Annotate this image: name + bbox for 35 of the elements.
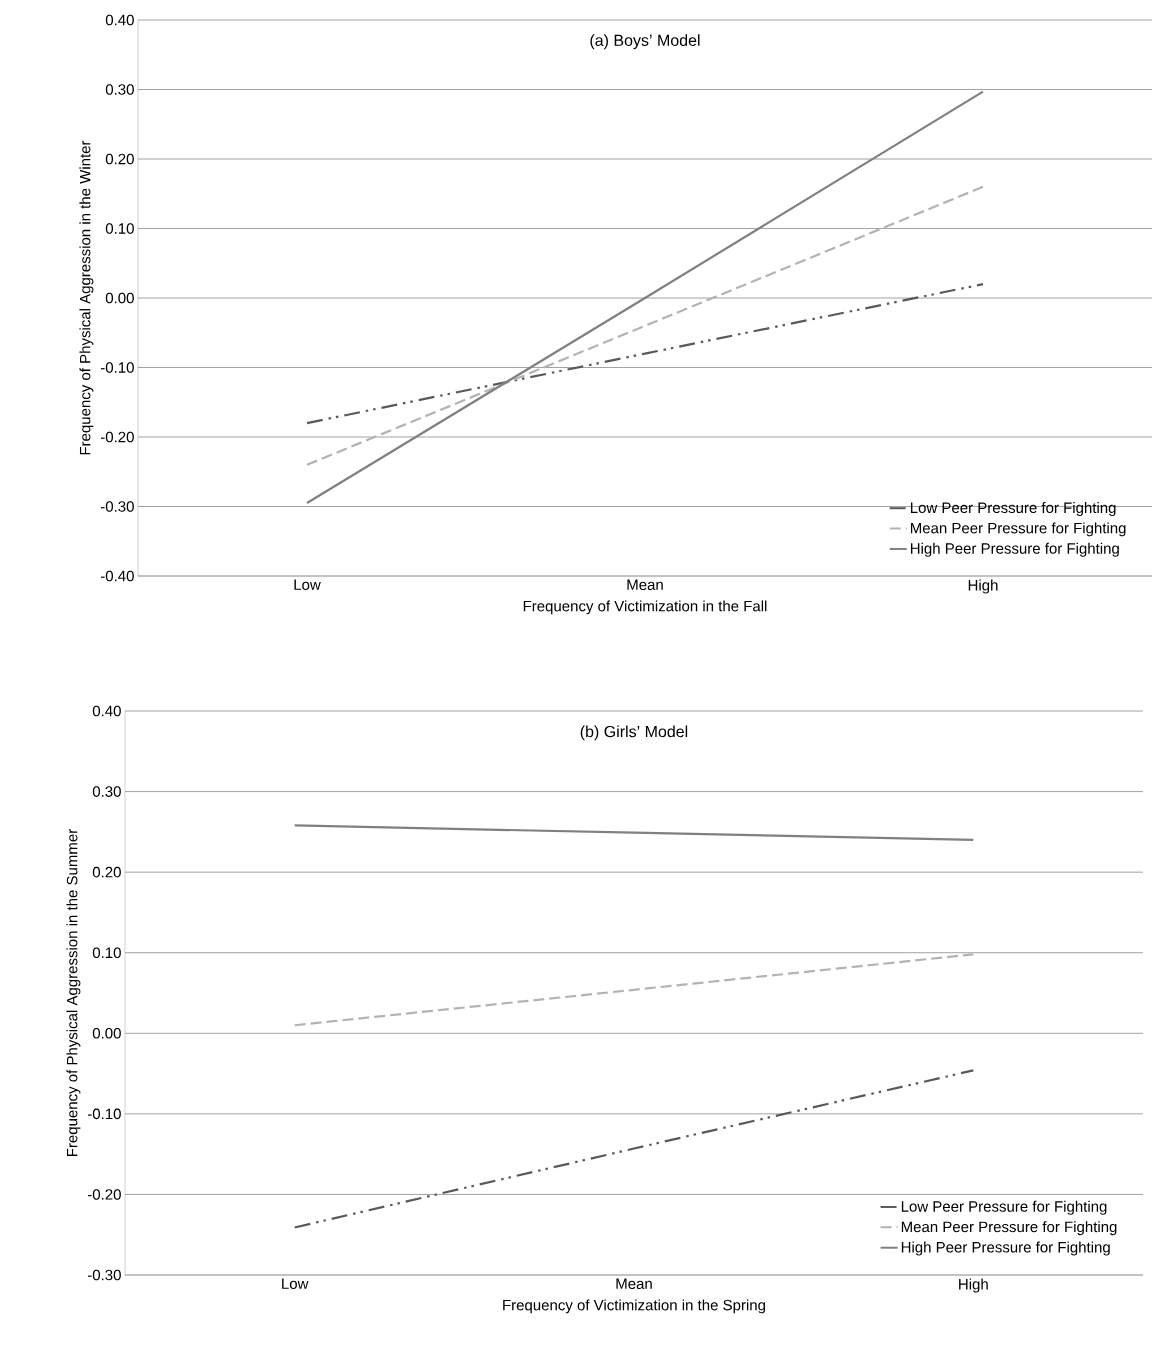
y-tick-label: -0.20 [87, 1189, 121, 1200]
y-tick-label: -0.10 [87, 1108, 121, 1120]
y-tick-label: -0.20 [100, 431, 134, 443]
y-tick-label: 0.40 [105, 14, 134, 26]
y-tick-label: 0.20 [105, 153, 134, 165]
x-tick-label: Low [282, 1278, 309, 1290]
y-tick-label: 0.10 [92, 947, 121, 959]
y-tick-label: 0.00 [92, 1027, 121, 1039]
y-tick-label: 0.20 [92, 866, 121, 878]
x-tick-label: High [959, 1278, 988, 1293]
x-tick-label: Mean [627, 579, 663, 591]
legend-label: Mean Peer Pressure for Fighting [901, 1221, 1117, 1236]
y-tick-label: -0.40 [100, 570, 134, 582]
y-tick-label: 0.40 [92, 705, 121, 717]
legend-label: Mean Peer Pressure for Fighting [910, 522, 1126, 537]
x-axis-title: Frequency of Victimization in the Spring [503, 1299, 765, 1314]
text: (a) Boys’ Model [590, 34, 700, 50]
legend-label: High Peer Pressure for Fighting [910, 542, 1119, 557]
y-tick-label: -0.30 [87, 1269, 121, 1281]
y-tick-label: 0.30 [92, 786, 121, 797]
x-axis-title: Frequency of Victimization in the Fall [523, 600, 767, 615]
y-tick-label: 0.30 [105, 84, 134, 95]
y-tick-label: 0.00 [105, 292, 134, 304]
legend-label: Low Peer Pressure for Fighting [901, 1200, 1107, 1215]
y-tick-label: -0.10 [100, 362, 134, 373]
x-tick-label: Low [294, 579, 321, 591]
x-tick-label: High [968, 579, 998, 594]
legend-label: Low Peer Pressure for Fighting [910, 502, 1116, 516]
x-tick-label: Mean [616, 1278, 652, 1290]
legend-label: High Peer Pressure for Fighting [901, 1241, 1110, 1256]
text: (b) Girls’ Model [580, 725, 688, 741]
y-tick-label: 0.10 [105, 223, 134, 234]
y-axis-title: Frequency of Physical Aggression in the Summer [66, 829, 81, 1157]
y-tick-label: -0.30 [100, 501, 134, 512]
y-axis-title: Frequency of Physical Aggression in the Winter [79, 140, 94, 455]
